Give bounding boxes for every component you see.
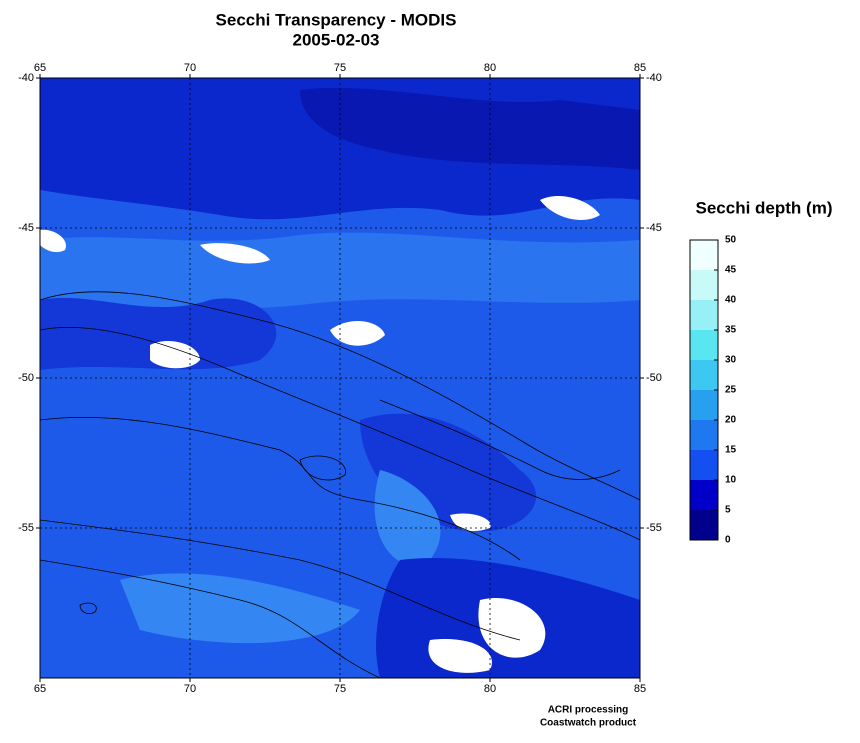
y-tick-label: -55	[646, 522, 662, 534]
colorbar-tick-label: 45	[725, 265, 737, 276]
x-tick-label: 75	[334, 62, 346, 74]
x-tick-label: 85	[634, 62, 646, 74]
title: Secchi Transparency - MODIS	[216, 10, 457, 29]
subtitle: 2005-02-03	[293, 30, 380, 49]
colorbar-tick-label: 15	[725, 445, 737, 456]
colorbar-tick-label: 25	[725, 385, 737, 396]
colorbar-tick-label: 30	[725, 355, 737, 366]
y-tick-label: -40	[646, 72, 662, 84]
x-tick-label: 70	[184, 62, 196, 74]
colorbar-segment	[690, 240, 718, 270]
colorbar-title: Secchi depth (m)	[696, 198, 833, 217]
y-tick-label: -40	[18, 72, 34, 84]
colorbar-segment	[690, 480, 718, 510]
colorbar-segment	[690, 300, 718, 330]
colorbar-segment	[690, 450, 718, 480]
colorbar-segment	[690, 270, 718, 300]
x-tick-label: 80	[484, 683, 496, 695]
x-tick-label: 65	[34, 62, 46, 74]
colorbar-segment	[690, 390, 718, 420]
x-tick-label: 70	[184, 683, 196, 695]
colorbar-segment	[690, 330, 718, 360]
y-tick-label: -50	[646, 372, 662, 384]
y-tick-label: -55	[18, 522, 34, 534]
colorbar-segment	[690, 420, 718, 450]
colorbar-segment	[690, 360, 718, 390]
x-tick-label: 85	[634, 683, 646, 695]
footer-line: ACRI processing	[548, 705, 629, 716]
colorbar-segment	[690, 510, 718, 540]
colorbar-tick-label: 10	[725, 475, 737, 486]
colorbar-tick-label: 35	[725, 325, 737, 336]
x-tick-label: 75	[334, 683, 346, 695]
y-tick-label: -50	[18, 372, 34, 384]
x-tick-label: 80	[484, 62, 496, 74]
y-tick-label: -45	[646, 222, 662, 234]
colorbar-tick-label: 40	[725, 295, 737, 306]
colorbar-tick-label: 50	[725, 235, 737, 246]
x-tick-label: 65	[34, 683, 46, 695]
colorbar-tick-label: 20	[725, 415, 737, 426]
y-tick-label: -45	[18, 222, 34, 234]
footer-line: Coastwatch product	[540, 718, 637, 729]
colorbar-tick-label: 0	[725, 535, 731, 546]
colorbar-tick-label: 5	[725, 505, 731, 516]
